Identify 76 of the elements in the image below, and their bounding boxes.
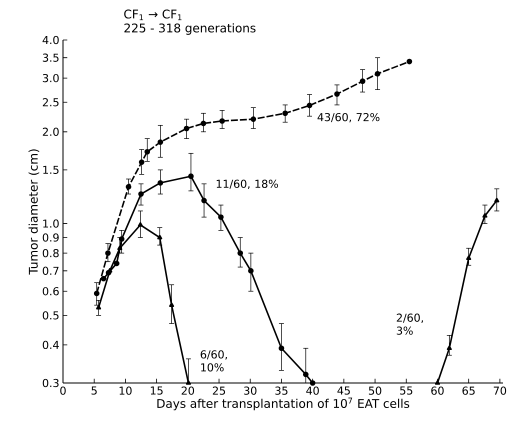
point bbox=[158, 180, 164, 186]
x-tick-label: 60 bbox=[431, 386, 444, 395]
x-tick-label: 30 bbox=[244, 386, 256, 395]
y-tick-label: 1.0 bbox=[43, 219, 59, 228]
point bbox=[360, 78, 366, 84]
y-tick-label: 0.7 bbox=[42, 266, 59, 275]
point bbox=[334, 91, 340, 97]
point bbox=[144, 148, 150, 155]
point bbox=[186, 380, 191, 385]
y-tick-label: 0.9 bbox=[42, 233, 59, 242]
x-tick-label: 50 bbox=[368, 386, 382, 395]
point bbox=[310, 380, 316, 386]
y-tick-label: 0.4 bbox=[42, 340, 59, 350]
point bbox=[157, 234, 162, 240]
point bbox=[237, 250, 244, 256]
y-tick-label: 0.5 bbox=[42, 311, 59, 320]
x-tick-label: 65 bbox=[462, 386, 475, 395]
y-axis-title: Tumor diameter (cm) bbox=[28, 149, 40, 275]
series-label: 6/60, 10% bbox=[200, 350, 227, 372]
point bbox=[302, 372, 309, 378]
x-tick-label: 35 bbox=[275, 386, 288, 395]
point bbox=[219, 118, 225, 124]
text: 2/60, 3% bbox=[396, 314, 424, 335]
point bbox=[482, 213, 488, 218]
point bbox=[200, 120, 206, 126]
x-tick-label: 10 bbox=[120, 386, 132, 395]
point bbox=[184, 126, 190, 132]
chart-subtitle: 225 - 318 generations bbox=[124, 23, 256, 35]
point bbox=[306, 102, 312, 108]
x-axis-title: Days after transplantation of 10$^{7}$ EAT cells bbox=[157, 398, 410, 410]
y-tick-label: 0.3 bbox=[42, 378, 59, 388]
y-tick-label: 3.5 bbox=[42, 54, 59, 62]
x-tick-label: 5 bbox=[92, 386, 97, 395]
point bbox=[406, 58, 412, 64]
y-tick-label: 4.0 bbox=[42, 36, 59, 44]
point bbox=[105, 250, 111, 256]
point bbox=[96, 304, 102, 310]
point bbox=[158, 139, 164, 145]
point bbox=[218, 214, 224, 220]
x-tick-label: 20 bbox=[182, 386, 194, 395]
x-tick-label: 25 bbox=[212, 386, 226, 395]
y-tick-label: 0.8 bbox=[42, 248, 59, 258]
point bbox=[138, 159, 144, 165]
point bbox=[138, 191, 144, 197]
x-tick-label: 15 bbox=[150, 386, 163, 395]
series-label: 11/60, 18% bbox=[216, 180, 278, 190]
series-label: 43/60, 72% bbox=[318, 112, 380, 122]
x-tick-label: 70 bbox=[494, 386, 506, 395]
point bbox=[188, 173, 194, 180]
point bbox=[169, 302, 174, 307]
point bbox=[117, 245, 122, 250]
point bbox=[374, 70, 380, 77]
point bbox=[100, 276, 106, 282]
y-tick-label: 2.0 bbox=[42, 128, 59, 136]
point bbox=[250, 116, 256, 122]
point bbox=[494, 198, 500, 202]
point bbox=[278, 345, 284, 352]
point bbox=[201, 198, 207, 204]
y-tick-label: 1.5 bbox=[43, 166, 59, 174]
point bbox=[94, 290, 100, 296]
x-tick-label: 0 bbox=[60, 386, 66, 395]
y-tick-label: 2.5 bbox=[42, 98, 59, 106]
x-tick-label: 40 bbox=[306, 386, 319, 395]
x-tick-label: 45 bbox=[337, 386, 350, 395]
chart-title: CF$_{1}$ → CF$_{1}$ bbox=[124, 10, 182, 20]
point bbox=[248, 268, 254, 274]
point bbox=[466, 255, 472, 260]
point bbox=[126, 184, 132, 190]
point bbox=[282, 110, 288, 116]
x-tick-label: 55 bbox=[400, 386, 412, 395]
point bbox=[446, 345, 452, 350]
point bbox=[434, 380, 440, 385]
y-tick-label: 3.0 bbox=[42, 74, 59, 82]
y-tick-label: 0.6 bbox=[42, 287, 59, 296]
point bbox=[114, 260, 120, 266]
point bbox=[138, 222, 143, 227]
